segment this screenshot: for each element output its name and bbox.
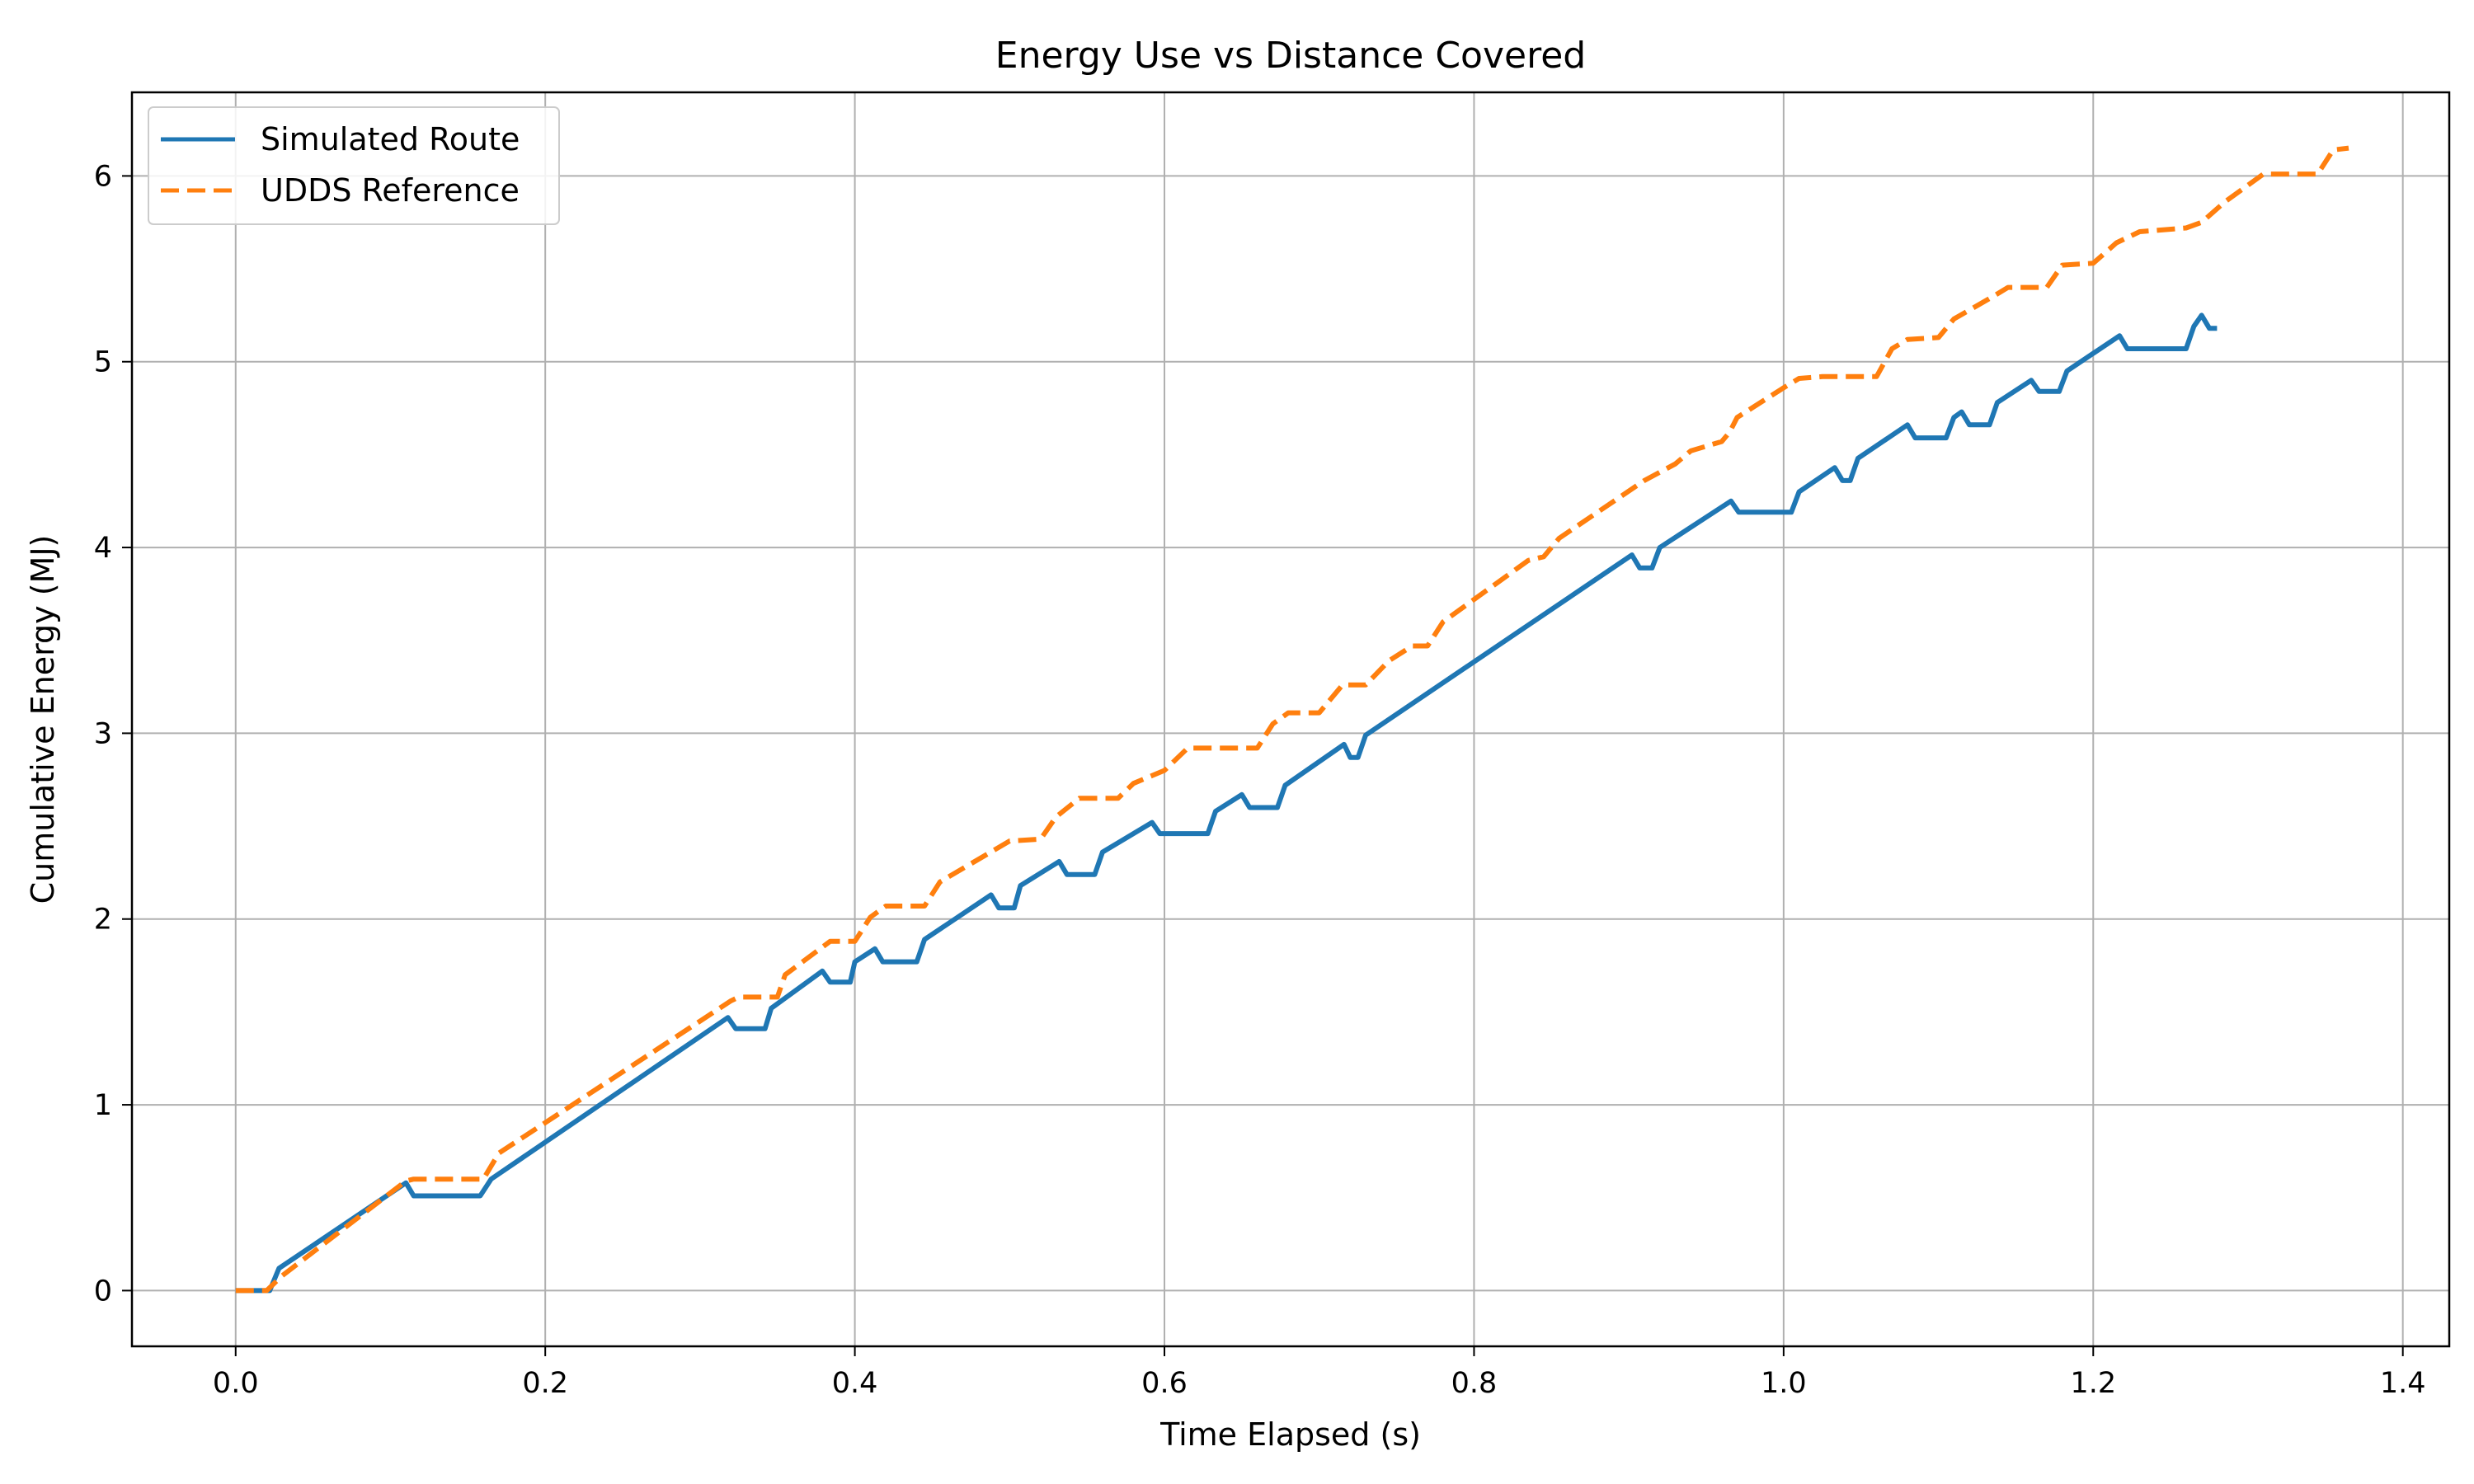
series-layer <box>235 145 2349 1294</box>
legend-label-simulated-route: Simulated Route <box>261 121 520 157</box>
y-tick-label: 0 <box>94 1275 112 1308</box>
y-tick-label: 4 <box>94 532 112 565</box>
x-tick-label: 0.2 <box>522 1367 568 1400</box>
x-tick-label: 0.4 <box>832 1367 878 1400</box>
x-tick-label: 1.4 <box>2380 1367 2426 1400</box>
y-tick-label: 6 <box>94 160 112 193</box>
chart-title: Energy Use vs Distance Covered <box>995 35 1586 77</box>
y-tick-label: 1 <box>94 1089 112 1122</box>
x-tick-label: 0.6 <box>1141 1367 1188 1400</box>
legend: Simulated Route UDDS Reference <box>148 106 560 225</box>
y-tick-label: 2 <box>94 904 112 937</box>
ticks: 0.0 0.2 0.4 0.6 0.8 1.0 1.2 1.4 0 1 2 3 4 5 6 <box>94 160 2426 1400</box>
x-tick-label: 0.0 <box>213 1367 259 1400</box>
y-axis-label: Cumulative Energy (MJ) <box>25 535 61 904</box>
y-tick-label: 5 <box>94 346 112 379</box>
legend-box <box>148 106 560 225</box>
x-tick-label: 0.8 <box>1451 1367 1498 1400</box>
grid <box>132 92 2449 1346</box>
x-axis-label: Time Elapsed (s) <box>1159 1416 1421 1453</box>
series-line-simulated-route <box>235 312 2218 1294</box>
plot-frame <box>130 91 2451 1348</box>
y-tick-label: 3 <box>94 717 112 750</box>
legend-label-udds-reference: UDDS Reference <box>261 172 520 209</box>
x-tick-label: 1.0 <box>1761 1367 1807 1400</box>
x-tick-label: 1.2 <box>2070 1367 2116 1400</box>
series-line-udds-reference <box>235 145 2349 1294</box>
